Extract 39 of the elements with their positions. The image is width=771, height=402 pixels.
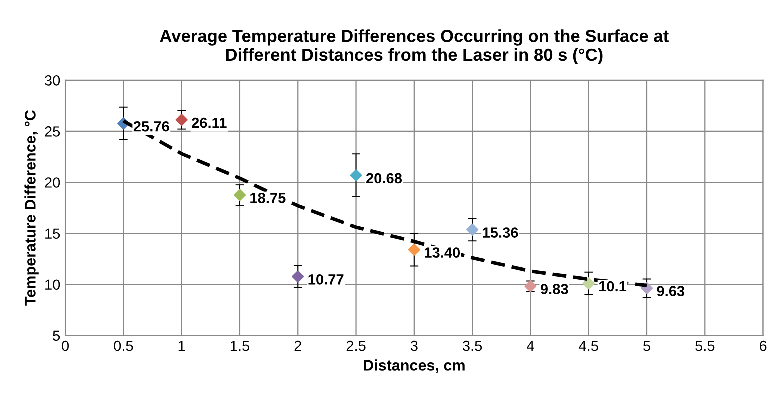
data-label: 15.36 [483,228,518,238]
data-label: 13.40 [425,248,460,258]
x-tick-label: 5.5 [696,341,715,352]
point [582,278,595,290]
x-tick-label: 3.5 [462,340,482,352]
x-tick-label: 5 [644,341,650,352]
data-label: 25.76 [134,121,170,132]
data-label: 9.83 [540,284,568,294]
x-tick-label: 1 [178,341,186,352]
data-label: 9.63 [657,286,685,296]
x-tick-label: 2.5 [346,340,366,352]
y-tick-label: 20 [45,178,60,188]
point [234,189,246,202]
x-axis-title: Distances, cm [364,360,465,374]
data-label: 26.11 [192,118,227,128]
y-axis-title: Temperature Difference, °C [24,110,39,306]
x-tick-label: 0 [62,340,70,352]
point [466,224,479,236]
point [292,270,304,283]
x-tick-label: 4.5 [579,341,598,352]
data-label: 10.1 [599,281,627,292]
data-label: 10.77 [308,274,344,285]
data-label: 20.68 [366,173,402,184]
point [350,169,362,182]
chart-title: Average Temperature Differences Occurring on the Surface at Different Distances from the Laser in 80 s (°C) [160,30,669,65]
point [176,114,188,126]
data-label: 18.75 [250,193,286,204]
x-tick-label: 1.5 [230,341,250,352]
y-tick-label: 25 [45,126,60,137]
y-tick-label: 15 [46,228,60,239]
y-tick-label: 30 [45,76,60,86]
x-tick-label: 6 [760,340,767,352]
x-tick-label: 3 [410,340,418,352]
y-tick-label: 10 [46,280,60,290]
x-tick-label: 0.5 [114,340,134,352]
x-tick-label: 2 [294,340,302,352]
x-tick-label: 4 [526,341,534,352]
point [408,244,420,256]
y-tick-label: 5 [53,330,60,342]
